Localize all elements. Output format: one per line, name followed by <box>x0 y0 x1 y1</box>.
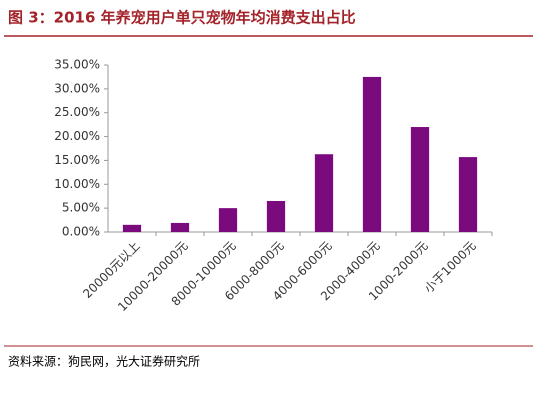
y-tick-label: 35.00% <box>54 58 100 72</box>
chart-title: 图 3：2016 年养宠用户单只宠物年均消费支出占比 <box>8 9 356 27</box>
y-tick-label: 15.00% <box>54 153 100 167</box>
y-tick-label: 30.00% <box>54 81 100 95</box>
bar <box>458 157 478 232</box>
source: 资料来源：狗民网，光大证券研究所 <box>8 354 200 369</box>
bar <box>314 154 334 232</box>
bar <box>266 200 286 232</box>
bar <box>362 76 382 232</box>
y-tick-label: 5.00% <box>62 201 100 215</box>
y-tick-label: 0.00% <box>62 225 100 239</box>
y-tick-label: 10.00% <box>54 177 100 191</box>
bar <box>170 222 190 232</box>
y-tick-label: 25.00% <box>54 105 100 119</box>
bar <box>122 224 142 232</box>
x-tick-label: 小于1000元 <box>422 239 479 296</box>
y-tick-label: 20.00% <box>54 129 100 143</box>
bar <box>410 127 430 232</box>
bar <box>218 208 238 232</box>
